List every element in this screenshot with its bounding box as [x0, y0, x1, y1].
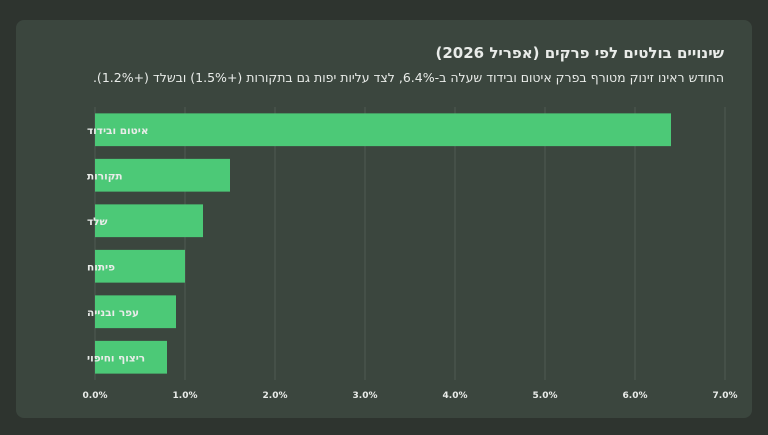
chart-title: שינויים בולטים לפי פרקים (אפריל 2026) — [435, 44, 724, 62]
bar — [95, 158, 230, 192]
y-category-label: תקורות — [87, 170, 123, 182]
x-tick-label: 3.0% — [353, 391, 378, 401]
chart-subtitle: החודש ראינו זינוק מטורף בפרק איטום ובידו… — [92, 70, 724, 85]
x-tick-label: 4.0% — [443, 391, 468, 401]
x-tick-label: 0.0% — [83, 391, 108, 401]
bar — [95, 204, 203, 238]
x-tick-label: 7.0% — [713, 391, 738, 401]
bar — [95, 113, 671, 147]
x-tick-label: 2.0% — [263, 391, 288, 401]
y-category-label: ריצוף וחיפוי — [87, 352, 145, 364]
y-category-label: איטום ובידוד — [87, 125, 149, 137]
x-tick-label: 5.0% — [533, 391, 558, 401]
bar — [95, 340, 167, 374]
y-category-label: שלד — [87, 216, 108, 228]
bar — [95, 249, 185, 283]
y-category-label: עפר ובנייה — [87, 307, 139, 319]
x-tick-label: 1.0% — [173, 391, 198, 401]
y-category-label: פיתוח — [87, 261, 115, 273]
bar — [95, 295, 176, 329]
x-tick-label: 6.0% — [623, 391, 648, 401]
